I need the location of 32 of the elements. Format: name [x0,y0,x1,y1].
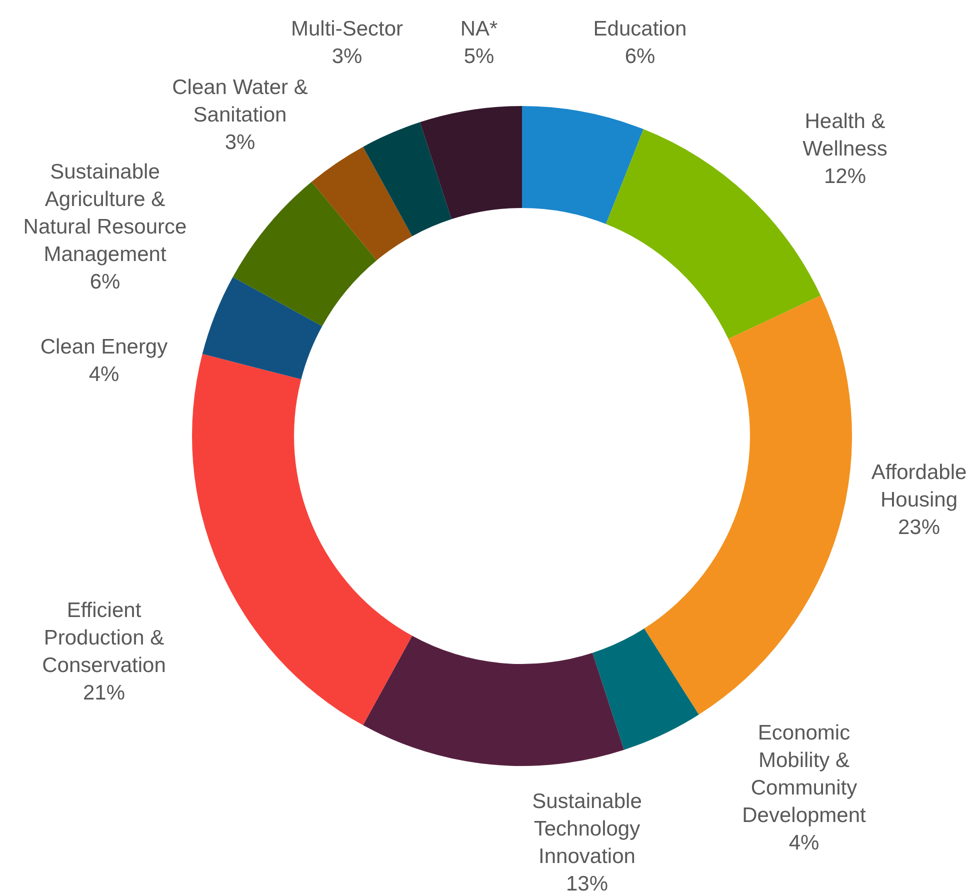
donut-slice [312,146,412,260]
data-label: 4% [788,831,820,854]
data-label: 5% [464,45,494,68]
data-label: 13% [566,872,608,894]
donut-slice [363,636,624,766]
data-label: 6% [624,45,656,68]
donut-slice [202,277,322,380]
slice-label: Clean Energy [40,336,168,359]
donut-slice [363,122,452,236]
donut-slice [522,106,644,224]
data-label: 4% [88,363,120,386]
donut-slice [192,354,412,726]
slice-label: Sustainable Technology Innovation [532,790,642,868]
data-label: 3% [332,45,362,68]
slice-label: Affordable Housing [871,460,967,512]
donut-slice [644,295,852,715]
slice-label: Economic Mobility & Community Development [742,721,866,827]
data-label: 12% [824,164,866,188]
slice-label: Clean Water & Sanitation [172,76,308,126]
data-label: 6% [90,270,120,294]
slice-label: Efficient Production & Conservation [42,599,166,678]
slice-label: Health & Wellness [802,110,888,160]
donut-slice [420,106,522,220]
slice-label: Sustainable Agriculture & Natural Resource Management [23,160,187,266]
data-label: 3% [224,130,256,154]
slice-label: Multi-Sector [290,18,404,41]
donut-slice [592,628,699,750]
slice-label: Education [593,18,687,41]
donut-slice [232,182,377,326]
data-label: 21% [82,682,126,705]
data-label: 23% [898,516,940,539]
slice-label: NA* [460,18,498,41]
